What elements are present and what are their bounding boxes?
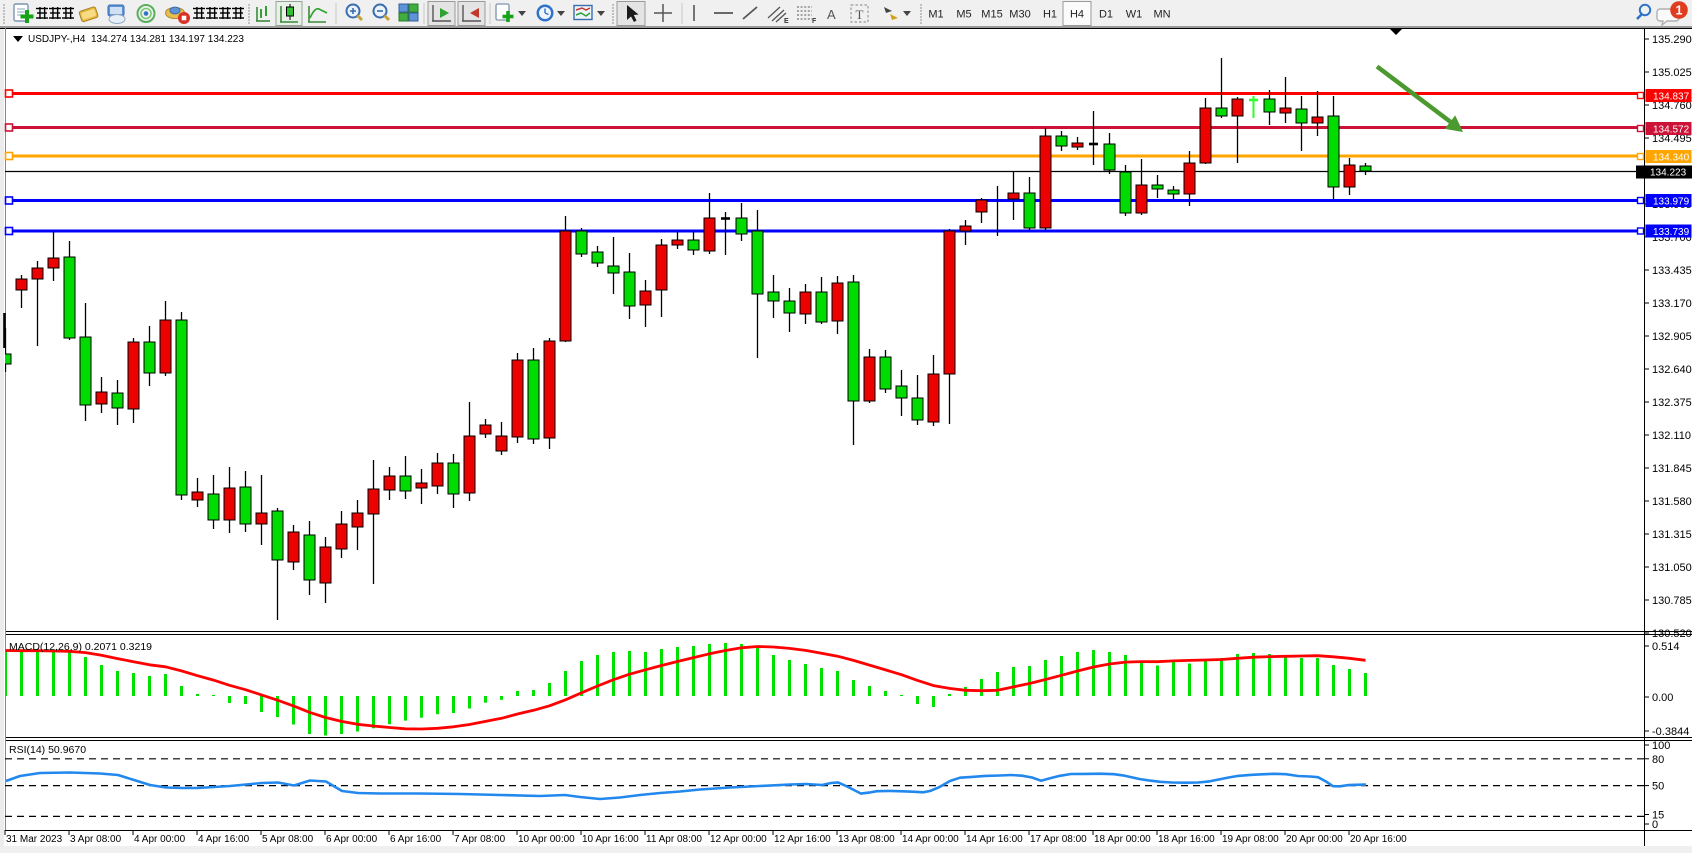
svg-text:132.110: 132.110 <box>1652 430 1691 442</box>
svg-text:4 Apr 00:00: 4 Apr 00:00 <box>134 834 186 845</box>
svg-text:133.739: 133.739 <box>1653 227 1690 238</box>
svg-text:17 Apr 08:00: 17 Apr 08:00 <box>1030 834 1087 845</box>
svg-text:10 Apr 00:00: 10 Apr 00:00 <box>518 834 575 845</box>
svg-text:135.025: 135.025 <box>1652 67 1692 79</box>
svg-text:50: 50 <box>1652 781 1664 793</box>
svg-text:4 Apr 16:00: 4 Apr 16:00 <box>198 834 250 845</box>
svg-text:132.640: 132.640 <box>1652 364 1692 376</box>
svg-text:MN: MN <box>1153 9 1170 21</box>
svg-text:USDJPY-,H4 134.274 134.281 13: USDJPY-,H4 134.274 134.281 134.197 134.2… <box>28 34 244 45</box>
svg-text:31 Mar 2023: 31 Mar 2023 <box>6 834 63 845</box>
svg-text:H1: H1 <box>1043 9 1057 21</box>
svg-text:W1: W1 <box>1126 9 1143 21</box>
svg-text:5 Apr 08:00: 5 Apr 08:00 <box>262 834 314 845</box>
svg-text:13 Apr 08:00: 13 Apr 08:00 <box>838 834 895 845</box>
svg-text:MACD(12,26,9) 0.2071 0.3219: MACD(12,26,9) 0.2071 0.3219 <box>9 641 152 653</box>
svg-text:80: 80 <box>1652 754 1664 766</box>
svg-text:133.170: 133.170 <box>1652 298 1692 310</box>
svg-text:D1: D1 <box>1099 9 1113 21</box>
svg-text:F: F <box>812 18 817 25</box>
svg-text:E: E <box>784 18 789 25</box>
svg-text:1: 1 <box>1676 4 1683 18</box>
svg-text:134.837: 134.837 <box>1653 92 1690 103</box>
svg-text:11 Apr 08:00: 11 Apr 08:00 <box>646 834 702 845</box>
svg-text:133.979: 133.979 <box>1653 197 1690 208</box>
svg-text:135.290: 135.290 <box>1652 34 1692 46</box>
svg-text:M1: M1 <box>928 9 943 21</box>
svg-text:0.514: 0.514 <box>1652 641 1680 653</box>
svg-text:14 Apr 00:00: 14 Apr 00:00 <box>902 834 959 845</box>
svg-text:M30: M30 <box>1009 9 1030 21</box>
svg-text:18 Apr 00:00: 18 Apr 00:00 <box>1094 834 1151 845</box>
svg-text:100: 100 <box>1652 740 1670 752</box>
svg-text:7 Apr 08:00: 7 Apr 08:00 <box>454 834 506 845</box>
svg-text:134.340: 134.340 <box>1653 153 1690 164</box>
svg-text:M15: M15 <box>981 9 1002 21</box>
svg-text:-0.3844: -0.3844 <box>1652 726 1689 738</box>
svg-text:3 Apr 08:00: 3 Apr 08:00 <box>70 834 122 845</box>
svg-text:A: A <box>827 7 836 22</box>
svg-text:12 Apr 16:00: 12 Apr 16:00 <box>774 834 831 845</box>
svg-text:H4: H4 <box>1070 9 1084 21</box>
svg-text:0: 0 <box>1652 819 1658 831</box>
svg-text:134.223: 134.223 <box>1650 168 1687 179</box>
svg-text:0.00: 0.00 <box>1652 692 1673 704</box>
svg-text:M5: M5 <box>956 9 971 21</box>
svg-text:131.315: 131.315 <box>1652 529 1692 541</box>
svg-text:14 Apr 16:00: 14 Apr 16:00 <box>966 834 1023 845</box>
svg-text:20 Apr 16:00: 20 Apr 16:00 <box>1350 834 1407 845</box>
svg-text:19 Apr 08:00: 19 Apr 08:00 <box>1222 834 1279 845</box>
svg-text:132.375: 132.375 <box>1652 397 1692 409</box>
svg-text:130.520: 130.520 <box>1652 628 1692 640</box>
svg-text:131.050: 131.050 <box>1652 562 1692 574</box>
svg-text:12 Apr 00:00: 12 Apr 00:00 <box>710 834 767 845</box>
svg-text:134.572: 134.572 <box>1653 125 1690 136</box>
svg-text:132.905: 132.905 <box>1652 331 1692 343</box>
svg-text:T: T <box>856 7 864 22</box>
svg-text:RSI(14) 50.9670: RSI(14) 50.9670 <box>9 744 86 756</box>
svg-text:15: 15 <box>1652 810 1664 822</box>
svg-text:130.785: 130.785 <box>1652 595 1692 607</box>
svg-text:134.495: 134.495 <box>1652 133 1692 145</box>
svg-text:10 Apr 16:00: 10 Apr 16:00 <box>582 834 639 845</box>
svg-text:131.580: 131.580 <box>1652 496 1692 508</box>
svg-text:131.845: 131.845 <box>1652 463 1692 475</box>
svg-text:6 Apr 00:00: 6 Apr 00:00 <box>326 834 378 845</box>
svg-text:20 Apr 00:00: 20 Apr 00:00 <box>1286 834 1343 845</box>
svg-text:133.435: 133.435 <box>1652 265 1692 277</box>
svg-text:134.760: 134.760 <box>1652 100 1692 112</box>
svg-text:18 Apr 16:00: 18 Apr 16:00 <box>1158 834 1215 845</box>
svg-text:6 Apr 16:00: 6 Apr 16:00 <box>390 834 442 845</box>
